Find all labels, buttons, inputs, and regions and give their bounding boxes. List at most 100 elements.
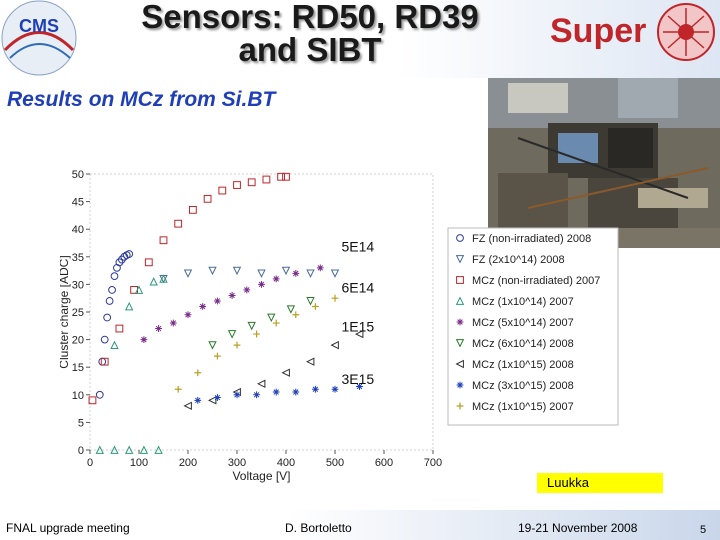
data-point xyxy=(125,250,134,258)
legend-label: MCz (non-irradiated) 2007 xyxy=(472,275,600,287)
data-point xyxy=(159,274,168,283)
plot-frame xyxy=(89,173,434,451)
data-point xyxy=(354,329,364,339)
data-point xyxy=(183,269,193,278)
legend-marker xyxy=(456,276,464,284)
data-point xyxy=(272,388,280,396)
legend-label: MCz (1x10^15) 2007 xyxy=(472,401,574,413)
data-point xyxy=(316,264,324,272)
title-line-2: and SIBT xyxy=(238,31,382,68)
data-point xyxy=(140,336,148,343)
data-point xyxy=(292,311,300,319)
data-point xyxy=(227,330,237,339)
fluence-annotation: 5E14 xyxy=(341,238,374,254)
data-point xyxy=(159,236,168,245)
y-tick-label: 0 xyxy=(78,445,84,457)
y-tick-label: 10 xyxy=(72,390,84,402)
data-point xyxy=(203,194,212,203)
data-point xyxy=(272,275,280,283)
data-point xyxy=(256,379,266,388)
y-tick-label: 45 xyxy=(72,197,84,209)
svg-text:Super: Super xyxy=(550,12,646,50)
data-point xyxy=(312,303,319,310)
data-point xyxy=(277,172,285,181)
legend-marker xyxy=(456,402,464,410)
footer-date: 19-21 November 2008 xyxy=(518,521,638,535)
x-tick-label: 400 xyxy=(277,457,295,469)
slide-title: Sensors: RD50, RD39 and SIBT xyxy=(95,0,525,66)
data-point xyxy=(247,178,256,187)
y-tick-label: 20 xyxy=(72,335,84,347)
data-point xyxy=(95,390,104,399)
y-tick-label: 35 xyxy=(72,252,84,264)
legend-marker xyxy=(455,359,464,369)
data-point xyxy=(124,301,134,311)
data-point xyxy=(214,394,221,401)
y-tick-label: 25 xyxy=(72,307,84,319)
legend-label: MCz (6x10^14) 2008 xyxy=(472,338,574,350)
data-point xyxy=(267,313,276,323)
data-point xyxy=(108,286,116,294)
data-point xyxy=(281,266,291,276)
data-point xyxy=(305,357,315,366)
slide-header: CMS Sensors: RD50, RD39 and SIBT Super xyxy=(0,0,720,78)
data-point xyxy=(253,330,260,338)
data-point xyxy=(286,305,296,314)
cms-logo: CMS xyxy=(1,0,77,76)
data-point xyxy=(233,181,241,189)
data-point xyxy=(117,255,126,264)
footer-author: D. Bortoletto xyxy=(285,521,352,535)
data-point xyxy=(100,357,109,366)
data-point xyxy=(149,277,158,286)
data-point xyxy=(330,340,339,350)
legend-marker xyxy=(455,296,465,305)
x-axis-label: Voltage [V] xyxy=(232,469,290,483)
data-point xyxy=(98,357,107,366)
legend-marker xyxy=(456,234,464,242)
data-point xyxy=(292,388,300,396)
data-point xyxy=(214,297,221,305)
data-point xyxy=(247,321,256,331)
legend-box xyxy=(447,227,619,426)
legend-label: FZ (2x10^14) 2008 xyxy=(472,254,565,266)
data-point xyxy=(262,175,271,184)
data-point xyxy=(100,335,109,344)
legend-label: MCz (3x10^15) 2008 xyxy=(472,380,574,392)
legend-marker xyxy=(455,339,465,348)
data-point xyxy=(134,285,144,294)
data-point xyxy=(218,186,227,195)
y-tick-label: 30 xyxy=(72,279,84,291)
data-point xyxy=(95,445,105,454)
legend-marker xyxy=(456,381,464,389)
data-point xyxy=(243,286,251,294)
svg-text:CMS: CMS xyxy=(19,16,59,36)
data-point xyxy=(110,272,119,281)
data-point xyxy=(115,258,124,267)
data-point xyxy=(139,445,149,454)
data-point xyxy=(233,341,241,349)
super-logo: Super xyxy=(550,3,715,61)
data-point xyxy=(356,383,363,390)
data-point xyxy=(330,269,340,278)
data-point xyxy=(257,269,266,278)
data-point xyxy=(281,368,290,377)
data-point xyxy=(306,269,315,278)
x-tick-label: 200 xyxy=(179,457,197,469)
legend-marker xyxy=(456,318,464,326)
data-point xyxy=(208,341,217,350)
data-point xyxy=(174,219,183,228)
y-tick-label: 15 xyxy=(72,362,84,374)
y-tick-label: 40 xyxy=(72,224,84,236)
data-point xyxy=(110,340,119,350)
fluence-annotation: 6E14 xyxy=(341,280,374,296)
slide-footer: FNAL upgrade meeting D. Bortoletto 19-21… xyxy=(0,510,720,540)
fluence-annotation: 1E15 xyxy=(341,318,374,334)
beam-test-photo xyxy=(488,78,720,248)
data-point xyxy=(110,445,119,454)
data-point xyxy=(124,445,134,454)
data-point xyxy=(253,391,260,399)
x-tick-label: 0 xyxy=(87,457,93,469)
footer-meeting: FNAL upgrade meeting xyxy=(6,521,130,535)
title-line-1: Sensors: RD50, RD39 xyxy=(141,0,479,35)
